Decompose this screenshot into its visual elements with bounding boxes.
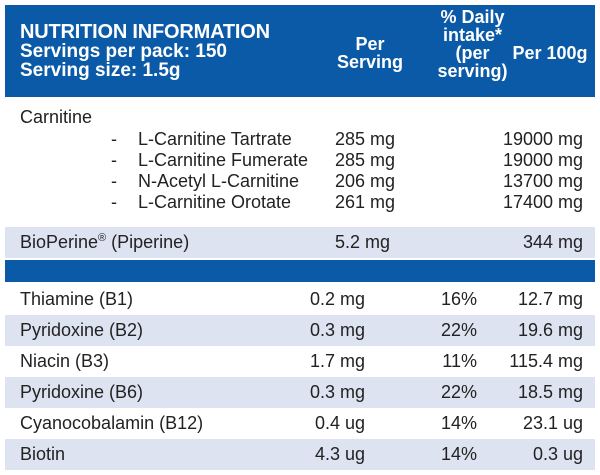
dash: - [111,150,117,170]
carnitine-item: - L-Carnitine Orotate 261 mg 17400 mg [5,192,595,213]
per-100g-value: 17400 mg [502,192,583,212]
per-serving-value: 5.2 mg [335,232,391,252]
item-name: L-Carnitine Fumerate [138,150,309,170]
per-100g-value: 19.6 mg [517,320,583,340]
carnitine-title: Carnitine [20,107,93,127]
per-serving-value: 0.4 ug [314,413,365,433]
per-serving-value: 285 mg [335,129,396,149]
column-header-text: % Daily [440,7,505,27]
dash: - [111,192,117,212]
item-name: L-Carnitine Tartrate [138,129,292,149]
servings-per-pack: Servings per pack: 150 [20,41,227,62]
carnitine-section: Carnitine - L-Carnitine Tartrate 285 mg … [5,97,595,227]
per-serving-value: 261 mg [335,192,396,212]
daily-intake-value: 14% [440,413,477,433]
table-row: Pyridoxine (B6) 0.3 mg 22% 18.5 mg [5,377,595,408]
per-100g-value: 0.3 ug [532,444,583,464]
per-100g-value: 13700 mg [502,171,583,191]
item-name: Pyridoxine (B2) [20,320,144,340]
dash: - [111,129,117,149]
carnitine-item: - N-Acetyl L-Carnitine 206 mg 13700 mg [5,171,595,192]
per-serving-value: 4.3 ug [314,444,365,464]
per-100g-value: 19000 mg [502,129,583,149]
serving-size: Serving size: 1.5g [20,60,181,81]
table-row: Biotin 4.3 ug 14% 0.3 ug [5,439,595,470]
table-row: Niacin (B3) 1.7 mg 11% 115.4 mg [5,346,595,377]
item-name: Thiamine (B1) [20,289,134,309]
per-100g-value: 344 mg [522,232,583,252]
per-100g-value: 23.1 ug [522,413,583,433]
daily-intake-value: 16% [440,289,477,309]
per-serving-value: 285 mg [335,150,396,170]
column-header-per-serving: Per Serving [325,35,415,71]
item-name: N-Acetyl L-Carnitine [138,171,300,191]
per-serving-value: 0.3 mg [309,320,365,340]
daily-intake-value: 11% [442,351,477,371]
column-header-text: (per [455,43,490,63]
section-divider-bar [5,260,595,282]
table-row: Pyridoxine (B2) 0.3 mg 22% 19.6 mg [5,315,595,346]
bioperine-name: BioPerine [20,232,99,252]
column-header-text: Per [355,34,385,54]
per-serving-value: 1.7 mg [309,351,365,371]
table-row: Thiamine (B1) 0.2 mg 16% 12.7 mg [5,284,595,315]
per-serving-value: 206 mg [335,171,396,191]
daily-intake-value: 14% [440,444,477,464]
per-serving-value: 0.2 mg [309,289,365,309]
column-header-per-100g: Per 100g [512,43,588,63]
table-header: NUTRITION INFORMATION Servings per pack:… [5,5,595,97]
per-100g-value: 19000 mg [502,150,583,170]
dash: - [111,171,117,191]
per-100g-value: 12.7 mg [517,289,583,309]
item-name: Niacin (B3) [20,351,110,371]
daily-intake-value: 22% [440,382,477,402]
column-header-text: intake* [442,25,503,45]
item-name: Biotin [20,444,66,464]
per-100g-value: 115.4 mg [509,351,583,371]
carnitine-item: - L-Carnitine Fumerate 285 mg 19000 mg [5,150,595,171]
column-header-text: Serving [336,52,404,72]
per-100g-value: 18.5 mg [517,382,583,402]
item-name: Cyanocobalamin (B12) [20,413,204,433]
table-title: NUTRITION INFORMATION [20,21,270,43]
item-name: BioPerine® (Piperine) [20,227,189,258]
per-serving-value: 0.3 mg [309,382,365,402]
column-header-text: serving) [437,61,508,81]
bioperine-row: BioPerine® (Piperine) 5.2 mg 344 mg [5,227,595,258]
nutrition-table: NUTRITION INFORMATION Servings per pack:… [5,5,595,470]
column-header-daily-intake: % Daily intake* (per serving) [425,8,520,80]
header-title-block: NUTRITION INFORMATION Servings per pack:… [20,21,270,81]
table-row: Cyanocobalamin (B12) 0.4 ug 14% 23.1 ug [5,408,595,439]
bioperine-suffix: (Piperine) [106,232,190,252]
daily-intake-value: 22% [440,320,477,340]
registered-trademark: ® [98,232,107,244]
item-name: Pyridoxine (B6) [20,382,144,402]
item-name: L-Carnitine Orotate [138,192,292,212]
carnitine-item: - L-Carnitine Tartrate 285 mg 19000 mg [5,129,595,150]
